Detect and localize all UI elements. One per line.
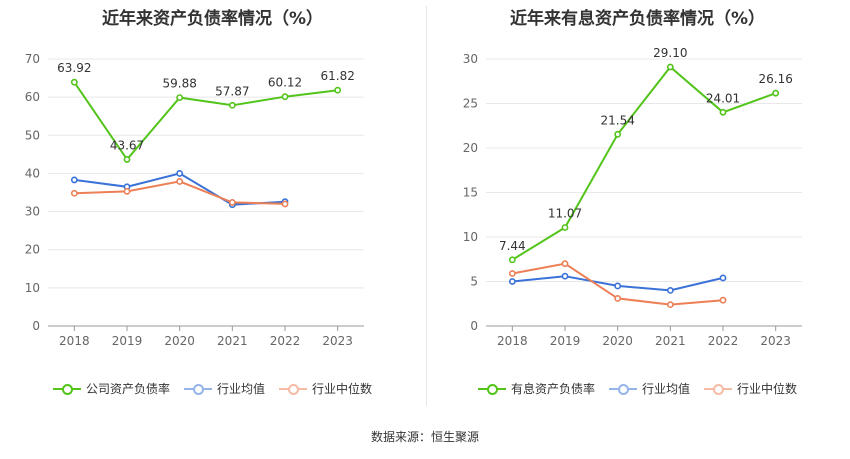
y-tick-label: 20 [463,141,478,155]
data-point [70,176,78,184]
y-tick-label: 15 [463,186,478,200]
legend-label: 行业均值 [216,382,265,396]
x-tick-label: 2018 [59,334,90,348]
data-point [176,178,184,185]
legend-item[interactable]: 行业中位数 [704,380,797,397]
x-tick-label: 2020 [602,334,633,348]
x-tick-label: 2019 [112,334,143,348]
data-point [334,86,342,94]
right-chart-title: 近年来有息资产负债率情况（%） [509,9,766,29]
y-tick-label: 5 [470,275,478,289]
y-tick-label: 30 [463,52,478,66]
legend-item[interactable]: 行业均值 [183,380,265,397]
panel-divider [426,6,427,406]
legend-swatch [704,383,732,395]
data-point [228,199,236,206]
data-point [123,156,131,163]
left-chart-legend: 公司资产负债率 行业均值 行业中位数 [0,380,425,397]
data-point [508,256,516,264]
y-tick-label: 30 [25,205,40,219]
data-point [772,89,780,97]
legend-label: 公司资产负债率 [85,382,170,396]
x-tick-label: 2019 [550,334,581,348]
data-label: 29.10 [653,46,687,60]
left-chart-panel: 近年来资产负债率情况（%） 0 10 20 30 40 50 60 70 2018 2019 202… [0,0,425,420]
data-point [281,93,289,101]
data-point [508,270,516,277]
x-tick-label: 2018 [497,334,528,348]
data-point [123,187,131,195]
data-point [561,224,569,231]
x-tick-label: 2022 [708,334,739,348]
data-label: 7.44 [499,239,526,253]
y-tick-label: 0 [470,319,478,333]
x-tick-label: 2023 [322,334,353,348]
series-line [511,65,777,261]
legend-label: 有息资产负债率 [510,382,595,396]
data-point [614,130,622,138]
data-label: 59.88 [162,77,196,91]
data-point [561,260,569,268]
data-point [719,296,727,304]
left-chart-plot: 0 10 20 30 40 50 60 70 2018 2019 2020 2021 2022 2023 6… [25,52,364,348]
data-point [666,63,674,71]
legend-swatch [279,383,307,395]
legend-label: 行业中位数 [312,382,373,396]
legend-swatch [52,383,81,395]
legend-swatch [477,383,506,395]
data-label: 63.92 [57,61,91,75]
y-tick-label: 10 [463,230,478,244]
data-source-note: 数据来源：恒生聚源 [370,430,479,444]
legend-item[interactable]: 公司资产负债率 [52,380,170,397]
x-tick-label: 2022 [270,334,301,348]
data-label: 21.54 [600,113,634,127]
data-point [70,189,78,197]
data-label: 11.07 [548,206,582,220]
data-point [176,94,184,102]
data-point [70,78,78,86]
x-tick-label: 2023 [760,334,791,348]
legend-swatch [183,383,212,395]
x-tick-label: 2021 [217,334,248,348]
data-label: 26.16 [758,72,792,86]
y-tick-label: 70 [25,52,40,66]
series-line [73,81,338,162]
y-tick-label: 40 [25,166,40,180]
legend-item[interactable]: 有息资产负债率 [477,380,595,397]
data-point [614,295,622,302]
data-point [614,282,622,290]
data-label: 43.67 [110,138,144,152]
legend-label: 行业中位数 [737,382,798,396]
data-label: 57.87 [215,84,249,98]
data-point [666,286,674,294]
data-point [281,200,289,208]
left-chart-title: 近年来资产负债率情况（%） [101,9,324,29]
data-point [508,278,516,285]
data-point [561,272,569,280]
data-label: 60.12 [268,76,302,90]
y-tick-label: 20 [25,243,40,257]
data-point [176,170,184,177]
data-point [719,274,727,282]
legend-swatch [608,383,637,395]
right-chart-panel: 近年来有息资产负债率情况（%） 0 5 10 15 20 25 30 2018 2019 2020… [425,0,850,420]
data-point [228,101,236,109]
right-chart-plot: 0 5 10 15 20 25 30 2018 2019 2020 2021 2022 2023 7.44… [463,46,802,348]
legend-label: 行业均值 [641,382,690,396]
legend-item[interactable]: 行业中位数 [279,380,372,397]
right-chart-legend: 有息资产负债率 行业均值 行业中位数 [425,380,850,397]
y-tick-label: 60 [25,90,40,104]
data-point [666,301,674,309]
y-tick-label: 0 [32,319,40,333]
y-tick-label: 25 [463,97,478,111]
x-tick-label: 2021 [655,334,686,348]
legend-item[interactable]: 行业均值 [608,380,690,397]
data-label: 24.01 [706,91,740,105]
y-tick-label: 50 [25,128,40,142]
y-tick-label: 10 [25,281,40,295]
data-point [719,108,727,116]
data-label: 61.82 [320,69,354,83]
x-tick-label: 2020 [164,334,195,348]
